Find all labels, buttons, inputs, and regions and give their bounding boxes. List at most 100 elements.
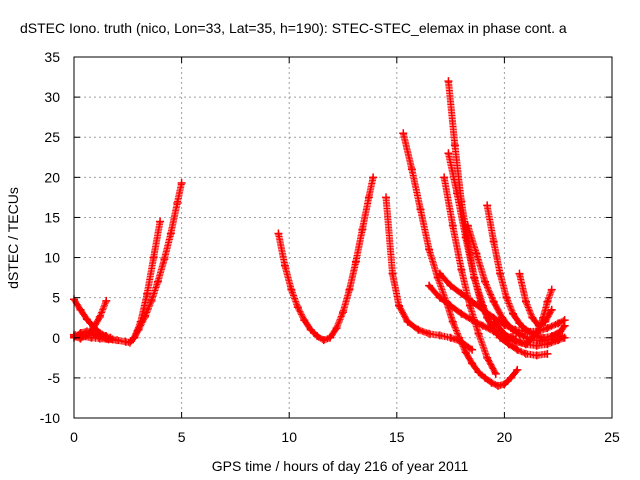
data-point	[554, 319, 563, 328]
data-point	[160, 255, 169, 264]
x-tick-label: 5	[178, 429, 186, 445]
data-point	[455, 333, 464, 342]
y-tick-label: 20	[44, 169, 60, 185]
data-point	[513, 345, 522, 354]
data-point	[82, 315, 91, 324]
data-point	[543, 324, 552, 333]
y-tick-label: -5	[48, 370, 61, 386]
y-tick-label: 30	[44, 89, 60, 105]
data-point	[547, 332, 556, 341]
data-point	[125, 338, 134, 347]
data-point	[173, 199, 182, 208]
data-point	[287, 285, 296, 294]
data-point	[364, 193, 373, 202]
data-point	[543, 340, 552, 349]
data-point	[500, 380, 509, 389]
data-series	[382, 193, 477, 354]
data-point	[515, 319, 524, 328]
data-point	[481, 277, 490, 286]
data-point	[474, 368, 483, 377]
data-point	[489, 237, 498, 246]
data-point	[481, 373, 490, 382]
data-point	[358, 225, 367, 234]
data-point	[470, 273, 479, 282]
data-point	[388, 269, 397, 278]
ticks: 0 5 10 15 20 25 -10 -5 0 5 10 15 20 25 30 35	[40, 49, 620, 445]
data-point	[156, 217, 165, 226]
data-point	[453, 189, 462, 198]
x-tick-label: 10	[281, 429, 297, 445]
data-point	[293, 303, 302, 312]
y-tick-label: 35	[44, 49, 60, 65]
data-point	[491, 369, 500, 378]
data-point	[113, 336, 122, 345]
data-point	[444, 77, 453, 86]
data-point	[95, 312, 104, 321]
data-point	[319, 336, 328, 345]
data-point	[502, 293, 511, 302]
data-point	[130, 333, 139, 342]
data-point	[472, 249, 481, 258]
data-point	[457, 265, 466, 274]
data-point	[511, 337, 520, 346]
data-point	[521, 327, 530, 336]
data-point	[345, 285, 354, 294]
data-point	[76, 305, 85, 314]
data-point	[487, 378, 496, 387]
data-series	[274, 173, 378, 345]
data-point	[457, 309, 466, 318]
data-series	[489, 285, 556, 349]
data-point	[435, 293, 444, 302]
data-point	[403, 317, 412, 326]
data-point	[543, 297, 552, 306]
data-point	[509, 309, 518, 318]
data-point	[521, 349, 530, 358]
data-point	[532, 329, 541, 338]
data-point	[274, 229, 283, 238]
y-tick-label: -10	[40, 410, 60, 426]
data-point	[102, 296, 111, 305]
data-point	[313, 332, 322, 341]
data-series	[440, 173, 500, 378]
data-point	[560, 333, 569, 342]
data-layer	[70, 77, 569, 390]
data-point	[461, 348, 470, 357]
data-point	[425, 281, 434, 290]
data-point	[121, 337, 130, 346]
data-point	[394, 301, 403, 310]
data-point	[369, 173, 378, 182]
data-point	[547, 285, 556, 294]
data-series	[130, 217, 165, 342]
data-point	[440, 173, 449, 182]
data-point	[153, 277, 162, 286]
data-point	[463, 221, 472, 230]
y-tick-label: 0	[52, 330, 60, 346]
data-point	[280, 261, 289, 270]
data-point	[149, 253, 158, 262]
data-point	[407, 165, 416, 174]
data-point	[532, 351, 541, 360]
data-point	[521, 297, 530, 306]
data-point	[468, 345, 477, 354]
grid	[74, 57, 612, 418]
data-point	[399, 129, 408, 138]
data-point	[547, 305, 556, 314]
data-point	[493, 381, 502, 390]
y-tick-label: 25	[44, 129, 60, 145]
data-point	[543, 349, 552, 358]
data-point	[474, 329, 483, 338]
data-point	[496, 269, 505, 278]
x-tick-label: 0	[70, 429, 78, 445]
data-point	[483, 353, 492, 362]
data-point	[177, 178, 186, 187]
data-point	[554, 336, 563, 345]
data-point	[450, 141, 459, 150]
data-point	[532, 341, 541, 350]
y-tick-label: 5	[52, 290, 60, 306]
data-point	[513, 365, 522, 374]
data-point	[102, 332, 111, 341]
data-point	[500, 320, 509, 329]
data-point	[435, 331, 444, 340]
